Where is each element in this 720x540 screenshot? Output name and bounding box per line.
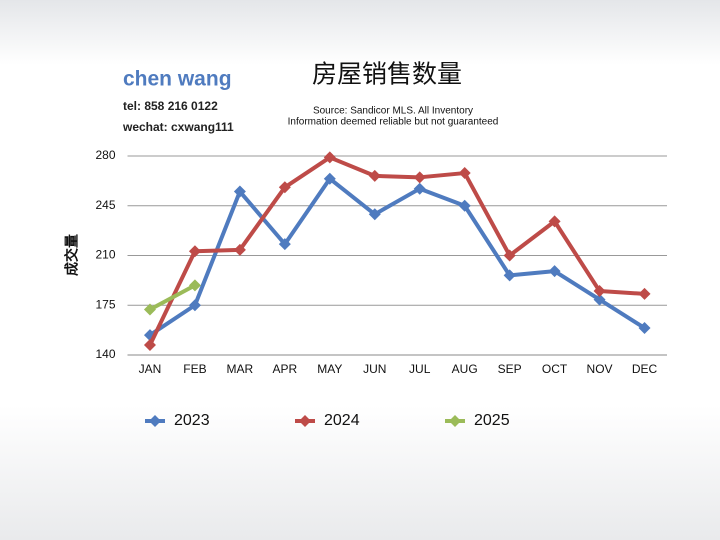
point-marker bbox=[593, 293, 606, 306]
legend-marker bbox=[449, 415, 461, 427]
contact-wechat: wechat: cxwang111 bbox=[122, 120, 234, 134]
chart-subtitle: Information deemed reliable but not guar… bbox=[288, 117, 499, 128]
point-marker bbox=[323, 151, 336, 164]
y-tick-label: 140 bbox=[95, 347, 115, 361]
y-tick-label: 210 bbox=[95, 248, 115, 262]
point-marker bbox=[188, 279, 201, 292]
point-marker bbox=[503, 249, 516, 262]
point-marker bbox=[593, 285, 606, 298]
point-marker bbox=[413, 182, 426, 195]
point-marker bbox=[503, 269, 516, 282]
point-marker bbox=[368, 169, 381, 182]
point-marker bbox=[143, 339, 156, 352]
contact-tel: tel: 858 216 0122 bbox=[123, 99, 218, 113]
x-tick-label: FEB bbox=[183, 362, 206, 376]
point-marker bbox=[458, 167, 471, 180]
x-tick-label: AUG bbox=[452, 362, 478, 376]
point-marker bbox=[638, 287, 651, 300]
x-tick-label: MAY bbox=[317, 362, 342, 376]
x-tick-label: SEP bbox=[498, 362, 522, 376]
x-tick-label: JUN bbox=[363, 362, 386, 376]
series-line bbox=[148, 155, 645, 346]
point-marker bbox=[368, 208, 381, 221]
legend-label: 2024 bbox=[324, 412, 360, 429]
x-tick-label: MAR bbox=[227, 362, 254, 376]
point-marker bbox=[188, 245, 201, 258]
x-tick-label: APR bbox=[273, 362, 298, 376]
contact-name: chen wang bbox=[123, 68, 232, 91]
chart-subtitle: Source: Sandicor MLS. All Inventory bbox=[313, 106, 473, 117]
point-marker bbox=[233, 185, 246, 198]
legend-marker bbox=[299, 415, 311, 427]
legend-label: 2025 bbox=[474, 412, 510, 429]
chart-title: 房屋销售数量 bbox=[312, 61, 462, 89]
point-marker bbox=[323, 172, 336, 185]
series-line bbox=[149, 283, 196, 312]
point-marker bbox=[278, 238, 291, 251]
point-marker bbox=[548, 265, 561, 278]
legend-label: 2023 bbox=[174, 412, 210, 429]
point-marker bbox=[548, 215, 561, 228]
y-tick-label: 245 bbox=[95, 198, 115, 212]
y-tick-label: 280 bbox=[95, 148, 115, 162]
point-marker bbox=[638, 321, 651, 334]
point-marker bbox=[413, 171, 426, 184]
point-marker bbox=[278, 181, 291, 194]
legend-marker bbox=[149, 415, 161, 427]
point-marker bbox=[233, 243, 246, 256]
point-marker bbox=[143, 303, 156, 316]
x-tick-label: OCT bbox=[542, 362, 568, 376]
x-tick-label: NOV bbox=[587, 362, 613, 376]
x-tick-label: JAN bbox=[139, 362, 162, 376]
y-tick-label: 175 bbox=[95, 297, 115, 311]
x-tick-label: DEC bbox=[632, 362, 658, 376]
point-marker bbox=[458, 199, 471, 212]
series-line bbox=[148, 176, 646, 337]
point-marker bbox=[188, 299, 201, 312]
x-tick-label: JUL bbox=[409, 362, 431, 376]
y-axis-label: 成交量 bbox=[64, 234, 80, 276]
